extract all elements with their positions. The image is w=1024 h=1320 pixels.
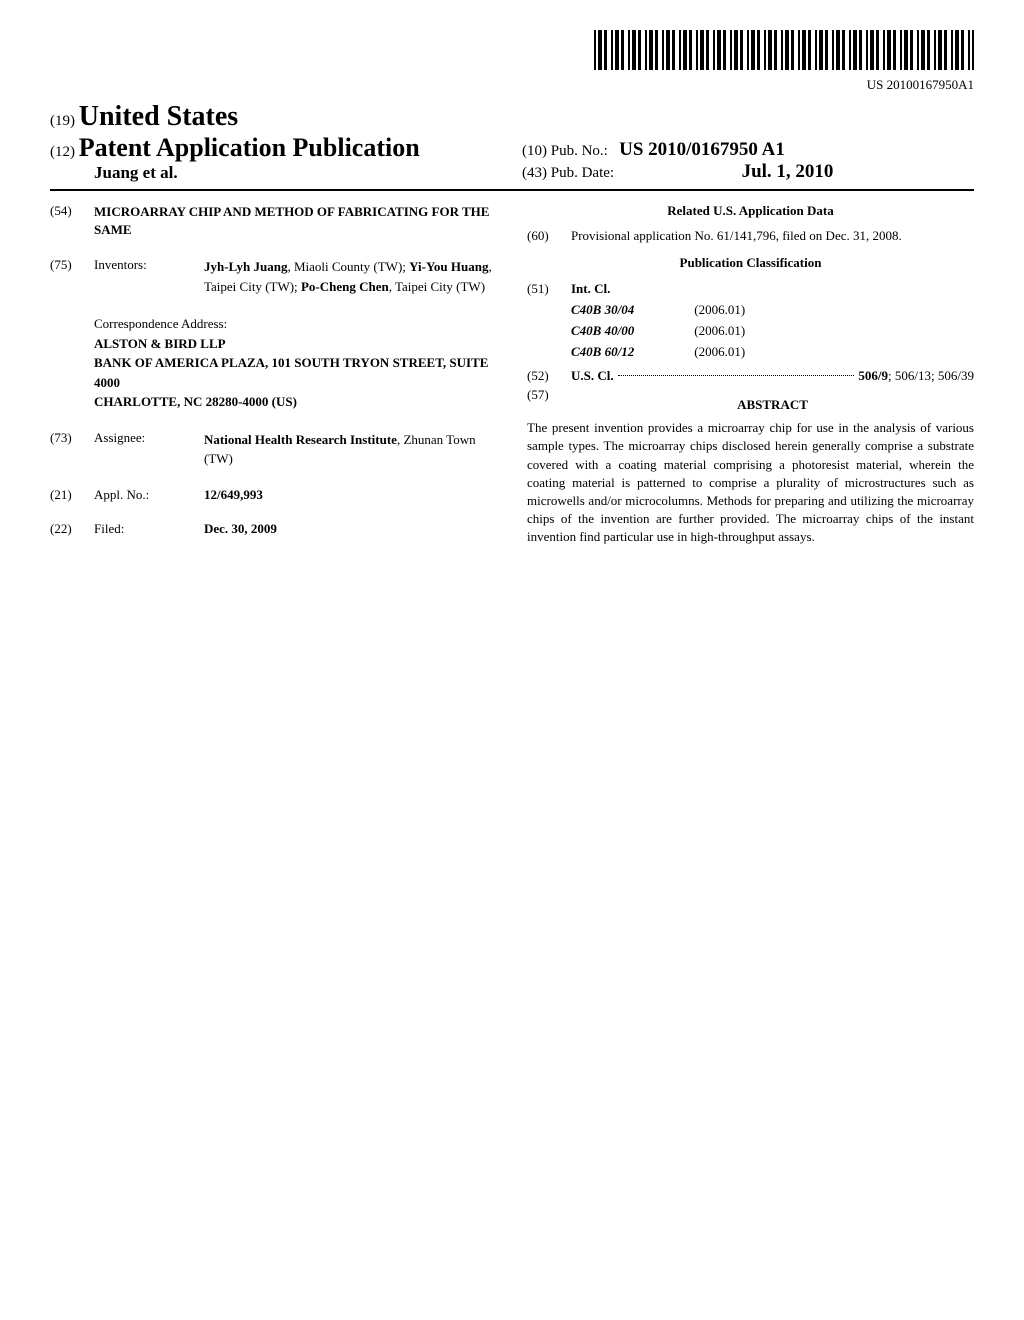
uscl-dots [618, 366, 855, 376]
pub-date-line: (43) Pub. Date: Jul. 1, 2010 [522, 161, 974, 183]
uscl-values: 506/9; 506/13; 506/39 [858, 366, 974, 387]
pub-date: Jul. 1, 2010 [742, 161, 834, 182]
intcl-row-2: C40B 60/12 (2006.01) [527, 342, 974, 363]
pub-no-code: (10) [522, 143, 547, 159]
inventor-loc-2: , Taipei City (TW) [389, 279, 485, 294]
uscl-main: 506/9 [858, 368, 888, 383]
correspondence-label: Correspondence Address: [94, 314, 497, 334]
provisional-field: (60) Provisional application No. 61/141,… [527, 227, 974, 245]
assignee-label: Assignee: [94, 430, 204, 469]
barcode-section: US 20100167950A1 [50, 30, 974, 93]
barcode-number: US 20100167950A1 [50, 77, 974, 93]
title-field: (54) MICROARRAY CHIP AND METHOD OF FABRI… [50, 203, 497, 239]
appl-field: (21) Appl. No.: 12/649,993 [50, 487, 497, 503]
filed-code: (22) [50, 521, 94, 537]
uscl-row: (52) U.S. Cl. 506/9; 506/13; 506/39 [527, 366, 974, 387]
abstract-text: The present invention provides a microar… [527, 419, 974, 546]
inventors-text: Jyh-Lyh Juang, Miaoli County (TW); Yi-Yo… [204, 257, 497, 296]
appl-label: Appl. No.: [94, 487, 204, 503]
correspondence-line-2: CHARLOTTE, NC 28280-4000 (US) [94, 392, 497, 412]
abstract-code: (57) [527, 387, 571, 419]
pub-no-label: Pub. No.: [551, 143, 608, 159]
title-code: (54) [50, 203, 94, 239]
body-section: (54) MICROARRAY CHIP AND METHOD OF FABRI… [50, 203, 974, 555]
uscl-label: U.S. Cl. [571, 366, 614, 387]
inventors-code: (75) [50, 257, 94, 296]
appl-no: 12/649,993 [204, 487, 263, 503]
intcl-row-1: C40B 40/00 (2006.01) [527, 321, 974, 342]
appl-code: (21) [50, 487, 94, 503]
classification-heading: Publication Classification [527, 255, 974, 271]
related-heading: Related U.S. Application Data [527, 203, 974, 219]
pub-no-line: (10) Pub. No.: US 2010/0167950 A1 [522, 139, 974, 161]
title-text: MICROARRAY CHIP AND METHOD OF FABRICATIN… [94, 203, 497, 239]
pub-type-code: (12) [50, 144, 75, 160]
intcl-row-0: C40B 30/04 (2006.01) [527, 300, 974, 321]
pub-date-label: Pub. Date: [551, 165, 614, 181]
inventor-loc-0: , Miaoli County (TW); [287, 259, 409, 274]
intcl-header: (51) Int. Cl. [527, 279, 974, 300]
inventors-label: Inventors: [94, 257, 204, 296]
intcl-item-code-2: C40B 60/12 [571, 342, 691, 363]
assignee-text: National Health Research Institute, Zhun… [204, 430, 497, 469]
uscl-code: (52) [527, 366, 571, 387]
header-right: (10) Pub. No.: US 2010/0167950 A1 (43) P… [502, 139, 974, 183]
provisional-code: (60) [527, 227, 571, 245]
pub-type: Patent Application Publication [79, 133, 420, 162]
abstract-heading: ABSTRACT [571, 397, 974, 413]
country-name: United States [79, 101, 238, 132]
uscl-rest: ; 506/13; 506/39 [888, 368, 974, 383]
intcl-item-code-1: C40B 40/00 [571, 321, 691, 342]
country-line: (19) United States [50, 101, 974, 133]
header-left: (12) Patent Application Publication Juan… [50, 133, 502, 183]
header-row: (12) Patent Application Publication Juan… [50, 133, 974, 183]
correspondence-block: Correspondence Address: ALSTON & BIRD LL… [94, 314, 497, 412]
authors-line: Juang et al. [50, 163, 502, 183]
intcl-item-code-0: C40B 30/04 [571, 300, 691, 321]
intcl-code: (51) [527, 279, 571, 300]
left-column: (54) MICROARRAY CHIP AND METHOD OF FABRI… [50, 203, 497, 555]
header-section: (19) United States (12) Patent Applicati… [50, 101, 974, 191]
classification-block: (51) Int. Cl. C40B 30/04 (2006.01) C40B … [527, 279, 974, 387]
provisional-text: Provisional application No. 61/141,796, … [571, 227, 902, 245]
assignee-code: (73) [50, 430, 94, 469]
inventor-name-0: Jyh-Lyh Juang [204, 259, 287, 274]
pub-date-code: (43) [522, 165, 547, 181]
abstract-header-row: (57) ABSTRACT [527, 387, 974, 419]
inventor-name-1: Yi-You Huang [409, 259, 488, 274]
intcl-item-year-0: (2006.01) [694, 300, 745, 321]
pub-type-line: (12) Patent Application Publication [50, 133, 502, 163]
pub-no: US 2010/0167950 A1 [619, 139, 785, 160]
inventor-name-2: Po-Cheng Chen [301, 279, 389, 294]
filed-label: Filed: [94, 521, 204, 537]
assignee-field: (73) Assignee: National Health Research … [50, 430, 497, 469]
intcl-label: Int. Cl. [571, 279, 610, 300]
filed-date: Dec. 30, 2009 [204, 521, 277, 537]
filed-field: (22) Filed: Dec. 30, 2009 [50, 521, 497, 537]
barcode-graphic [594, 30, 974, 70]
correspondence-line-0: ALSTON & BIRD LLP [94, 334, 497, 354]
correspondence-line-1: BANK OF AMERICA PLAZA, 101 SOUTH TRYON S… [94, 353, 497, 392]
intcl-item-year-1: (2006.01) [694, 321, 745, 342]
right-column: Related U.S. Application Data (60) Provi… [527, 203, 974, 555]
intcl-item-year-2: (2006.01) [694, 342, 745, 363]
inventors-field: (75) Inventors: Jyh-Lyh Juang, Miaoli Co… [50, 257, 497, 296]
country-code: (19) [50, 113, 75, 129]
assignee-name: National Health Research Institute [204, 432, 397, 447]
